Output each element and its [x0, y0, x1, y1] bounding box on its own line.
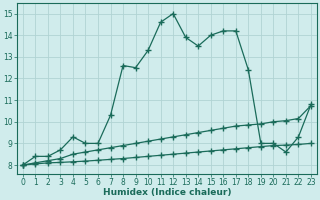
- X-axis label: Humidex (Indice chaleur): Humidex (Indice chaleur): [103, 188, 231, 197]
